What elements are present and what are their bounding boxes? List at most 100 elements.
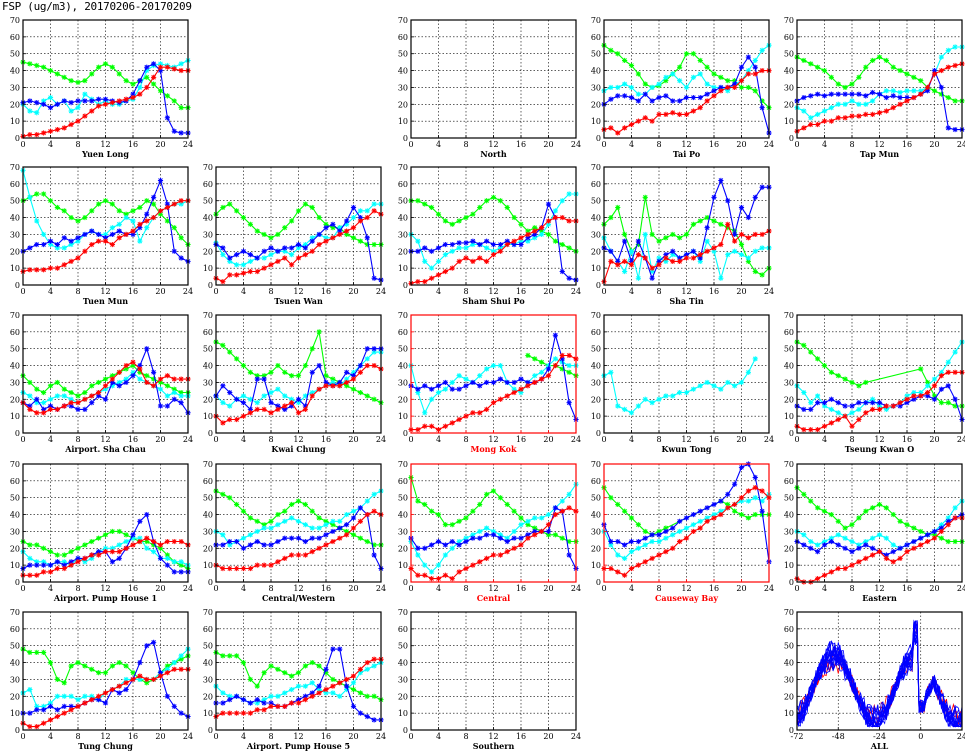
data-point [821,538,828,545]
data-point [904,549,910,555]
data-point [490,194,497,200]
x-tick-label: 16 [321,732,331,741]
y-tick-label: 50 [203,642,213,651]
data-point [227,653,233,659]
data-point [801,342,807,348]
data-point [157,177,164,184]
data-point [254,707,260,713]
panel-label: Mong Kok [470,444,517,454]
data-point [323,518,329,524]
data-point [234,501,240,508]
data-point [47,717,54,723]
data-point [828,369,834,375]
panel-label: Tseung Kwan O [845,444,914,454]
y-tick-label: 20 [10,692,20,701]
data-point [876,406,883,412]
data-point [649,98,655,104]
data-point [34,649,40,656]
data-point [931,376,938,382]
data-point [697,57,703,64]
data-point [752,64,758,70]
data-point [518,235,524,241]
data-point [422,410,428,416]
data-point [54,379,60,386]
data-point [470,532,476,538]
data-point [952,98,958,104]
data-point [490,532,497,538]
y-tick-label: 30 [591,378,601,387]
data-point [704,518,710,524]
x-tick-label: 24 [764,435,774,444]
data-point [116,690,122,696]
data-point [738,511,745,518]
data-point [490,252,497,258]
data-point [357,238,363,244]
y-tick-label: 50 [10,345,20,354]
data-point [429,248,435,254]
data-point [54,693,60,699]
x-tick-label: 4 [48,140,53,149]
data-point [316,362,322,369]
data-point [82,663,88,669]
data-point [615,130,621,136]
data-point [470,379,476,386]
data-point [429,423,435,429]
data-point [615,93,621,99]
data-point [275,403,281,409]
data-point [449,522,455,528]
data-point [883,552,889,558]
data-point [615,538,621,545]
x-tick-label: 12 [681,287,691,296]
data-point [151,74,157,80]
data-point [897,400,903,406]
data-point [525,535,531,541]
y-tick-label: 50 [203,494,213,503]
data-point [931,88,938,94]
data-point [109,663,115,669]
data-point [61,559,67,565]
y-tick-label: 30 [10,230,20,239]
data-point [738,84,745,91]
data-point [302,501,308,508]
data-point [220,542,226,548]
data-point [552,362,558,369]
data-point [144,538,150,545]
data-point [75,545,81,551]
data-point [435,562,442,568]
y-tick-label: 30 [784,527,794,536]
data-point [925,393,931,399]
data-point [330,646,336,652]
data-point [745,67,751,74]
data-point [642,231,648,238]
data-point [123,211,129,217]
data-point [821,67,828,74]
data-point [801,108,807,114]
panel-label: Eastern [862,593,897,603]
data-point [144,643,150,649]
data-point [490,488,497,494]
data-point [745,369,751,375]
data-point [552,208,558,214]
data-point [220,383,226,389]
data-point [849,562,855,568]
data-point [711,93,717,99]
x-tick-label: 8 [656,435,661,444]
y-tick-label: 60 [10,477,20,486]
data-point [295,700,302,706]
data-point [504,238,510,244]
data-point [116,549,122,555]
data-point [745,255,751,261]
data-point [89,538,95,545]
y-tick-label: 50 [398,50,408,59]
data-point [75,218,81,224]
data-point [157,376,164,382]
data-point [856,545,862,551]
data-point [842,376,848,382]
data-point [745,84,751,91]
data-point [344,231,350,238]
data-point [863,542,869,548]
data-point [289,673,295,679]
data-point [371,508,377,514]
data-point [47,396,54,402]
data-point [68,214,74,221]
